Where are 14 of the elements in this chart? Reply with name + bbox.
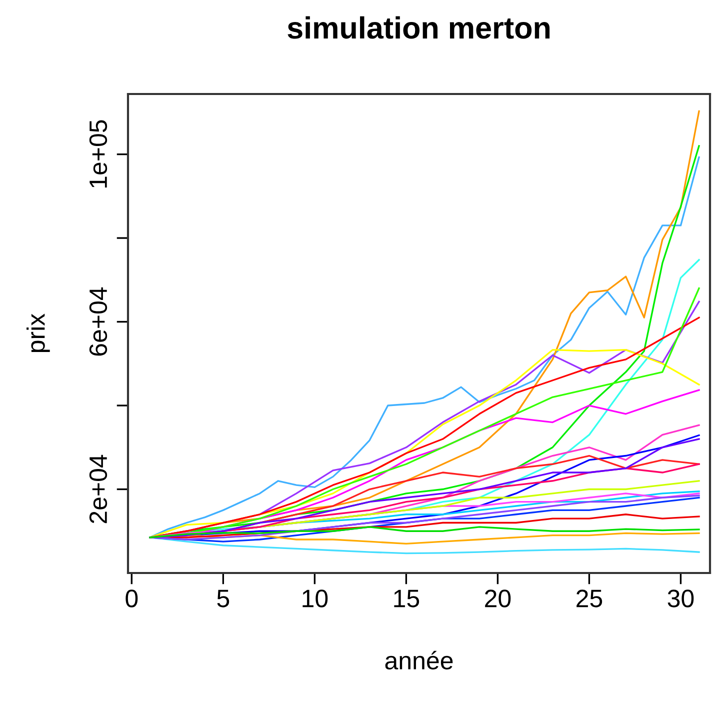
x-tick-label: 15 [394, 590, 420, 608]
y-axis-title: prix [26, 314, 50, 352]
x-tick-label: 5 [217, 590, 230, 608]
x-tick-label: 30 [668, 590, 694, 608]
y-tick-label: 6e+04 [89, 287, 108, 356]
y-tick-label: 1e+05 [89, 120, 108, 188]
x-tick-label: 25 [576, 590, 602, 608]
x-axis-title: année [385, 650, 453, 670]
x-tick-label: 0 [126, 590, 138, 608]
y-tick-label: 2e+04 [89, 454, 108, 524]
line-series [149, 526, 700, 538]
x-tick-label: 20 [485, 590, 511, 608]
x-tick-label: 10 [302, 590, 328, 608]
chart-title: simulation merton [288, 16, 550, 39]
